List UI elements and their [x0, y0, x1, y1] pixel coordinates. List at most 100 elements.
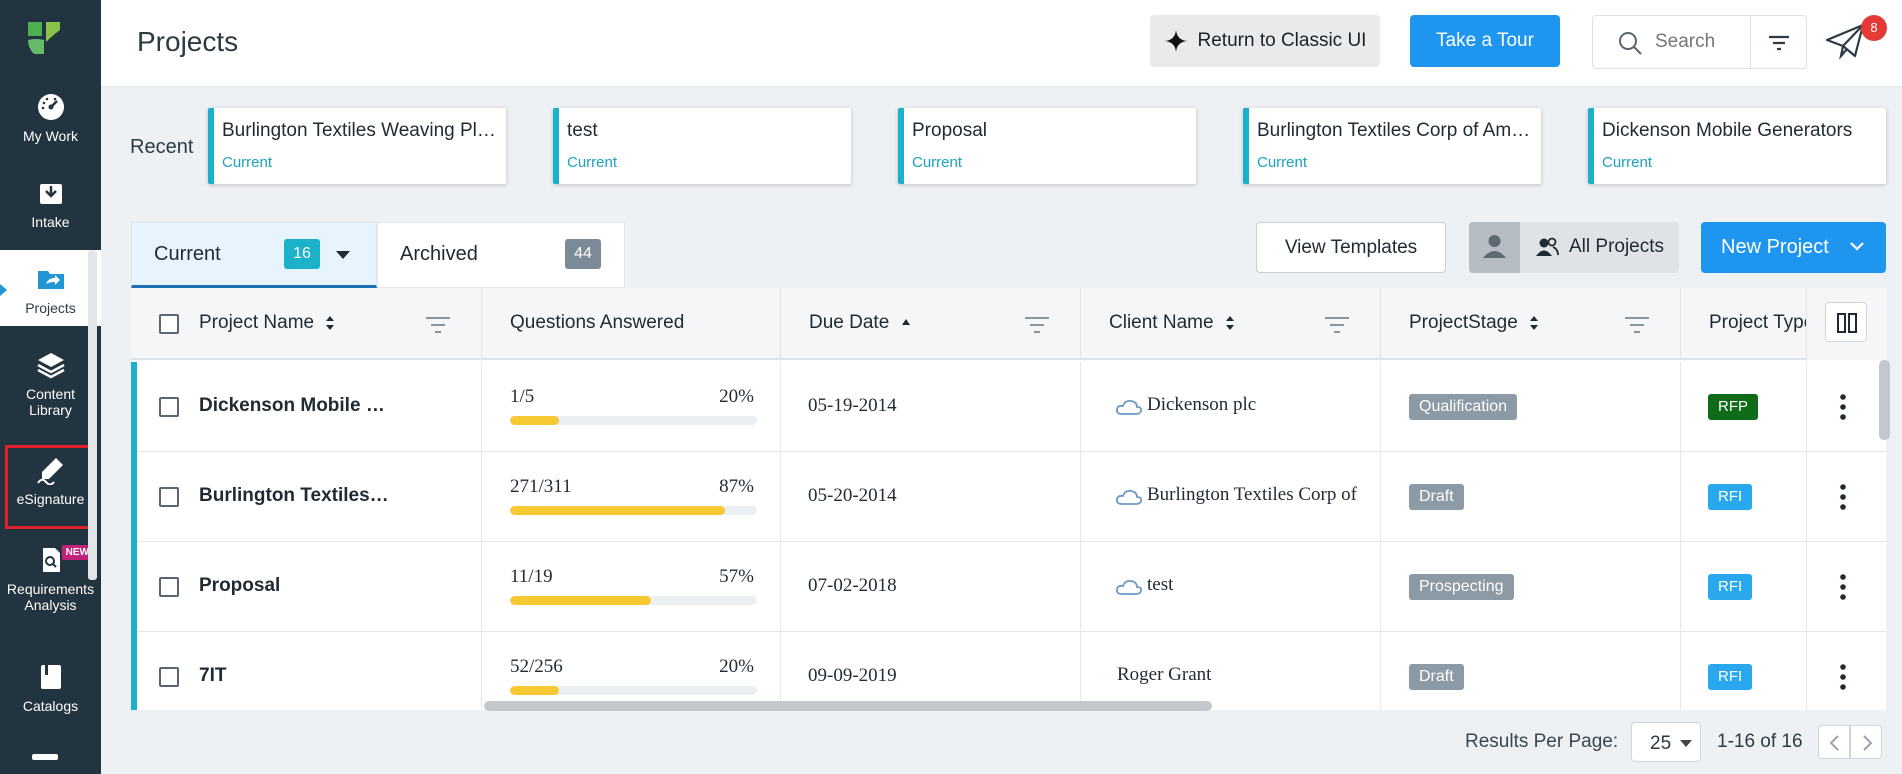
notification-count-badge: 8	[1861, 15, 1887, 41]
recent-card-status: Current	[1602, 154, 1653, 171]
filter-icon[interactable]	[1324, 316, 1350, 334]
take-tour-button[interactable]: Take a Tour	[1410, 15, 1560, 67]
due-date: 05-19-2014	[808, 395, 897, 416]
project-name-link[interactable]: 7IT	[199, 665, 227, 686]
app-logo-icon[interactable]	[26, 20, 62, 56]
cell-questions-answered: 271/311 87%	[482, 452, 781, 542]
tab-current[interactable]: Current 16	[131, 222, 377, 288]
recent-card[interactable]: test Current	[553, 108, 851, 184]
filter-icon[interactable]	[1024, 316, 1050, 334]
layers-icon	[36, 353, 65, 379]
sidebar-item-projects[interactable]: Projects	[0, 250, 101, 326]
sidebar-scrollbar[interactable]	[88, 250, 97, 580]
stage-badge: Draft	[1409, 664, 1464, 690]
project-name-link[interactable]: Burlington Textiles Weaving Plant Genera…	[199, 485, 389, 506]
row-checkbox[interactable]	[159, 667, 179, 687]
type-badge: RFI	[1708, 484, 1753, 510]
table-row[interactable]: Proposal 11/19 57% 07-02-2018 test Prosp…	[131, 542, 1886, 632]
previous-page-button[interactable]	[1818, 725, 1850, 759]
results-per-page-value: 25	[1650, 733, 1672, 754]
column-header-project-stage: ProjectStage	[1381, 288, 1681, 360]
search-input[interactable]	[1655, 28, 1750, 56]
sidebar-item-intake[interactable]: Intake	[0, 178, 101, 248]
table-row[interactable]: Dickenson Mobile Generators 1/5 20% 05-1…	[131, 362, 1886, 452]
sort-project-stage[interactable]: ProjectStage	[1409, 312, 1539, 334]
chevron-down-icon[interactable]	[1850, 239, 1864, 253]
sort-ascending-icon	[901, 318, 910, 325]
row-checkbox[interactable]	[159, 577, 179, 597]
cell-divider	[1806, 632, 1807, 710]
more-options-icon[interactable]	[1839, 482, 1847, 512]
more-options-icon[interactable]	[1839, 662, 1847, 692]
row-accent	[131, 632, 137, 710]
sidebar: My Work Intake Projects Content Library …	[0, 0, 101, 774]
column-toggle-button[interactable]	[1825, 302, 1867, 342]
sidebar-item-catalogs[interactable]: Catalogs	[0, 662, 101, 732]
recent-card[interactable]: Dickenson Mobile Generators Current	[1588, 108, 1886, 184]
avatar	[1469, 222, 1520, 273]
cell-project-type: RFP	[1681, 362, 1806, 452]
recent-card[interactable]: Burlington Textiles Weaving Plant Genera…	[208, 108, 506, 184]
due-date: 09-09-2019	[808, 665, 897, 686]
table-header: Project Name Questions Answered Due Date…	[131, 288, 1886, 360]
sidebar-more-icon[interactable]	[32, 754, 58, 760]
more-options-icon[interactable]	[1839, 572, 1847, 602]
chevron-left-icon	[1829, 735, 1839, 751]
results-per-page-label: Results Per Page:	[1465, 731, 1619, 752]
return-classic-ui-button[interactable]: Return to Classic UI	[1150, 15, 1380, 67]
select-all-checkbox[interactable]	[159, 314, 179, 334]
project-name-link[interactable]: Proposal	[199, 575, 281, 596]
column-header-label: Client Name	[1109, 312, 1214, 333]
column-header-label: Project Type	[1709, 312, 1806, 333]
tab-archived[interactable]: Archived 44	[377, 222, 625, 288]
sidebar-item-requirements-analysis[interactable]: NEW Requirements Analysis	[0, 545, 101, 635]
recent-card[interactable]: Proposal Current	[898, 108, 1196, 184]
filter-icon[interactable]	[1765, 32, 1793, 54]
sort-due-date[interactable]: Due Date	[809, 312, 911, 334]
column-settings-area	[1806, 288, 1886, 360]
book-icon	[40, 665, 61, 689]
more-options-icon[interactable]	[1839, 392, 1847, 422]
paper-plane-icon[interactable]	[1825, 22, 1865, 60]
row-checkbox[interactable]	[159, 487, 179, 507]
sort-icon	[1530, 315, 1539, 330]
cell-project-name: Burlington Textiles Weaving Plant Genera…	[131, 452, 482, 542]
view-templates-button[interactable]: View Templates	[1256, 222, 1446, 273]
cell-due-date: 05-20-2014	[781, 452, 1081, 542]
sidebar-item-my-work[interactable]: My Work	[0, 92, 101, 162]
vertical-scrollbar[interactable]	[1879, 360, 1890, 440]
document-search-icon	[42, 548, 60, 572]
cell-project-type: RFI	[1681, 452, 1806, 542]
row-checkbox[interactable]	[159, 397, 179, 417]
return-classic-ui-label: Return to Classic UI	[1197, 30, 1367, 51]
sort-project-name[interactable]: Project Name	[199, 312, 335, 334]
cell-project-stage: Prospecting	[1381, 542, 1681, 632]
cell-due-date: 05-19-2014	[781, 362, 1081, 452]
project-name-link[interactable]: Dickenson Mobile Generators	[199, 395, 389, 416]
cell-questions-answered: 1/5 20%	[482, 362, 781, 452]
recent-label: Recent	[130, 136, 194, 158]
table-row[interactable]: Burlington Textiles Weaving Plant Genera…	[131, 452, 1886, 542]
table-row[interactable]: 7IT 52/256 20% 09-09-2019 Roger Grant Dr…	[131, 632, 1886, 710]
results-per-page-select[interactable]: 25	[1631, 722, 1701, 762]
chevron-down-icon[interactable]	[336, 251, 350, 259]
sort-client-name[interactable]: Client Name	[1109, 312, 1235, 334]
new-project-button[interactable]: New Project	[1701, 222, 1886, 273]
filter-icon[interactable]	[425, 316, 451, 334]
cell-divider	[1806, 542, 1807, 632]
client-name: test	[1147, 574, 1174, 595]
next-page-button[interactable]	[1850, 725, 1882, 759]
sidebar-item-label: Catalogs	[22, 698, 79, 714]
cell-due-date: 09-09-2019	[781, 632, 1081, 710]
horizontal-scrollbar[interactable]	[484, 701, 1212, 711]
type-badge: RFP	[1708, 394, 1758, 420]
client-name: Roger Grant	[1117, 664, 1212, 685]
filter-icon[interactable]	[1624, 316, 1650, 334]
cloud-icon	[1115, 399, 1143, 415]
recent-card[interactable]: Burlington Textiles Corp of America Curr…	[1243, 108, 1541, 184]
cell-project-stage: Draft	[1381, 632, 1681, 710]
sidebar-item-esignature[interactable]: eSignature	[0, 455, 101, 525]
all-projects-filter[interactable]: All Projects	[1469, 222, 1679, 273]
sidebar-item-content-library[interactable]: Content Library	[0, 350, 101, 440]
recent-card-status: Current	[1257, 154, 1308, 171]
